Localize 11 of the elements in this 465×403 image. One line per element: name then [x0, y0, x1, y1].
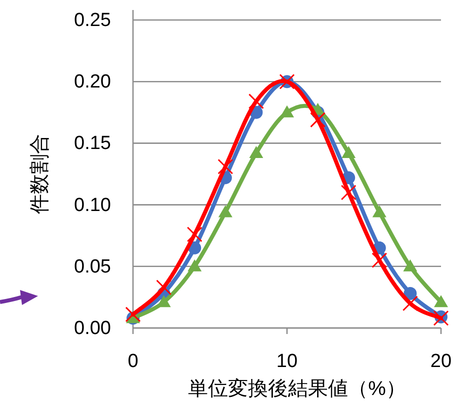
y-axis-title: 件数割合 [29, 134, 51, 214]
x-tick-label: 0 [128, 351, 138, 372]
y-tick-label: 0.05 [74, 256, 111, 278]
x-tick-label: 10 [276, 351, 298, 372]
y-tick-label: 0.20 [74, 72, 111, 93]
y-tick-label: 0.25 [74, 10, 111, 31]
x-tick-label: 20 [430, 351, 452, 372]
y-tick-label: 0.10 [74, 194, 111, 216]
x-axis-title: 単位変換後結果値（%） [188, 377, 406, 400]
y-tick-label: 0.15 [74, 133, 111, 154]
y-tick-label: 0.00 [74, 318, 111, 339]
